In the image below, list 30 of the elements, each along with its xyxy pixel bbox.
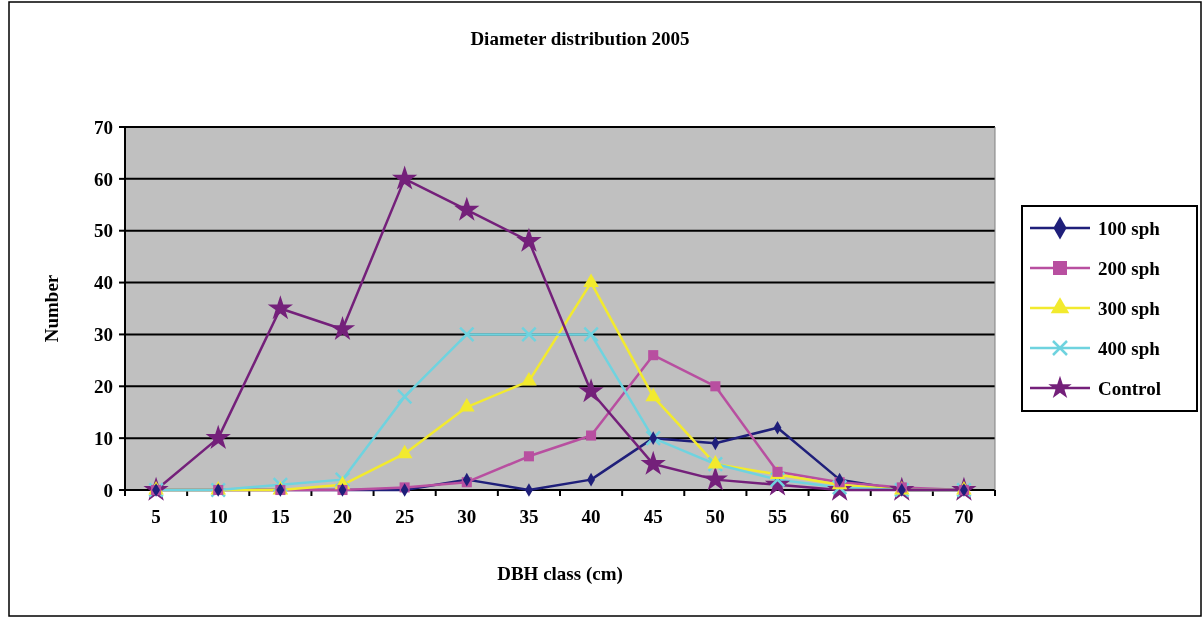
y-tick-label: 0	[103, 479, 113, 501]
x-tick-label: 55	[768, 505, 787, 527]
x-tick-label: 20	[333, 505, 352, 527]
x-tick-label: 70	[954, 505, 974, 527]
y-tick-label: 10	[94, 427, 113, 449]
chart-title: Diameter distribution 2005	[470, 28, 690, 49]
y-tick-label: 40	[94, 272, 113, 294]
x-tick-label: 40	[581, 505, 601, 527]
legend-label: 200 sph	[1098, 257, 1161, 279]
x-tick-label: 35	[519, 505, 539, 527]
x-tick-label: 45	[643, 505, 663, 527]
x-tick-label: 5	[151, 505, 161, 527]
y-tick-label: 70	[94, 116, 113, 138]
x-tick-label: 65	[892, 505, 912, 527]
legend-label: Control	[1098, 377, 1161, 399]
legend-label: 100 sph	[1098, 217, 1161, 239]
x-tick-label: 25	[395, 505, 415, 527]
legend-label: 300 sph	[1098, 297, 1161, 319]
y-axis-title: Number	[41, 274, 62, 343]
x-axis-title: DBH class (cm)	[497, 563, 623, 585]
x-tick-label: 30	[457, 505, 477, 527]
x-tick-label: 10	[208, 505, 228, 527]
x-tick-label: 50	[705, 505, 725, 527]
legend-label: 400 sph	[1098, 337, 1161, 359]
y-tick-label: 50	[94, 220, 113, 242]
y-tick-label: 30	[94, 324, 113, 346]
x-tick-label: 60	[830, 505, 850, 527]
y-tick-label: 20	[94, 375, 113, 397]
y-tick-label: 60	[94, 168, 113, 190]
x-tick-label: 15	[270, 505, 290, 527]
